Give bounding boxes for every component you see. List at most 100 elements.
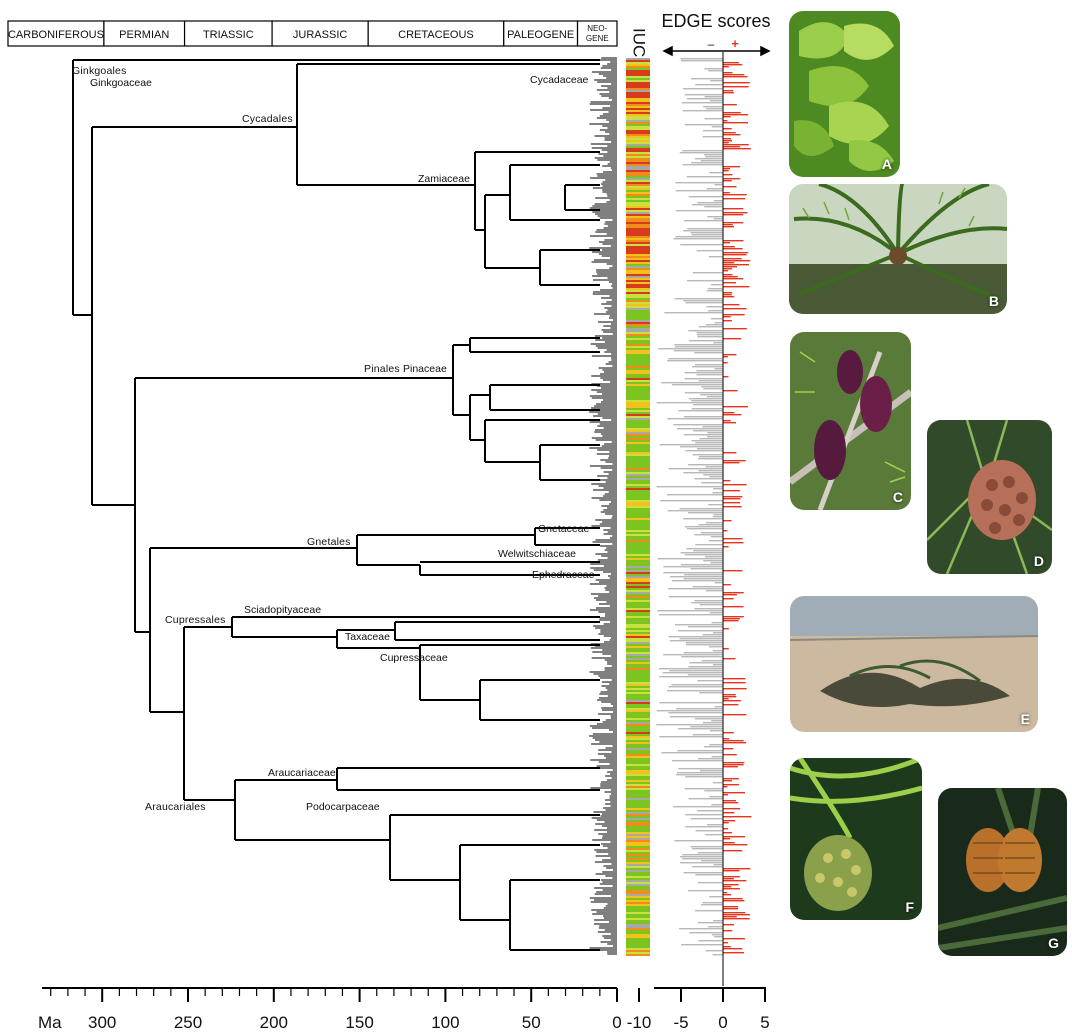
iucn-cell	[626, 460, 650, 462]
edge-bar	[723, 178, 741, 180]
edge-bar	[696, 332, 723, 334]
edge-bar	[675, 236, 723, 238]
iucn-cell	[626, 228, 650, 230]
iucn-cell	[626, 544, 650, 546]
iucn-cell	[626, 170, 650, 172]
label-podocarpaceae: Podocarpaceae	[306, 801, 380, 813]
edge-bar	[723, 606, 744, 608]
iucn-cell	[626, 396, 650, 398]
iucn-cell	[626, 804, 650, 806]
period-label-6-b: GENE	[586, 34, 609, 43]
label-taxaceae: Taxaceae	[345, 631, 390, 643]
iucn-cell	[626, 858, 650, 860]
edge-bar	[723, 258, 742, 260]
edge-bar	[723, 316, 731, 318]
edge-bar	[686, 644, 723, 646]
edge-bar	[723, 64, 743, 66]
edge-bar	[704, 68, 723, 70]
edge-bar	[684, 94, 723, 96]
iucn-cell	[626, 456, 650, 458]
iucn-cell	[626, 510, 650, 512]
iucn-cell	[626, 262, 650, 264]
edge-bar	[723, 484, 747, 486]
label-araucariales: Araucariales	[145, 801, 206, 813]
iucn-cell	[626, 84, 650, 86]
edge-bar	[723, 678, 746, 680]
iucn-cell	[626, 812, 650, 814]
edge-bar	[723, 144, 749, 146]
edge-bar	[698, 470, 723, 472]
edge-bar	[704, 96, 723, 98]
iucn-cell	[626, 78, 650, 80]
iucn-cell	[626, 518, 650, 520]
edge-bar	[704, 556, 723, 558]
iucn-cell	[626, 382, 650, 384]
edge-bar	[723, 598, 734, 600]
iucn-cell	[626, 872, 650, 874]
iucn-cell	[626, 602, 650, 604]
edge-bar	[673, 238, 723, 240]
iucn-cell	[626, 940, 650, 942]
iucn-cell	[626, 636, 650, 638]
edge-bar	[668, 358, 723, 360]
iucn-cell	[626, 260, 650, 262]
iucn-cell	[626, 230, 650, 232]
iucn-cell	[626, 208, 650, 210]
iucn-cell	[626, 640, 650, 642]
time-tick-label: 150	[345, 1013, 373, 1032]
edge-bar	[691, 400, 723, 402]
purple-cones-icon	[790, 332, 911, 510]
iucn-cell	[626, 436, 650, 438]
iucn-cell	[626, 420, 650, 422]
iucn-cell	[626, 186, 650, 188]
iucn-cell	[626, 424, 650, 426]
iucn-cell	[626, 558, 650, 560]
iucn-cell	[626, 826, 650, 828]
edge-bar	[723, 462, 740, 464]
iucn-cell	[626, 560, 650, 562]
edge-bar	[671, 580, 723, 582]
edge-bar	[723, 390, 738, 392]
iucn-cell	[626, 226, 650, 228]
label-ginkgoaceae: Ginkgoaceae	[90, 77, 152, 89]
iucn-cell	[626, 144, 650, 146]
iucn-cell	[626, 724, 650, 726]
edge-bar	[723, 138, 732, 140]
iucn-cell	[626, 288, 650, 290]
iucn-cell	[626, 626, 650, 628]
edge-bar	[705, 950, 723, 952]
iucn-cell	[626, 768, 650, 770]
iucn-cell	[626, 948, 650, 950]
edge-bar	[708, 540, 723, 542]
araucaria-cone-icon	[938, 788, 1067, 956]
iucn-cell	[626, 218, 650, 220]
edge-bar	[698, 456, 723, 458]
iucn-cell	[626, 570, 650, 572]
edge-bar	[683, 434, 723, 436]
edge-bar	[667, 510, 723, 512]
edge-bar	[671, 384, 723, 386]
edge-bar	[710, 536, 723, 538]
label-welwitschiaceae: Welwitschiaceae	[498, 548, 576, 560]
iucn-cell	[626, 818, 650, 820]
iucn-cell	[626, 166, 650, 168]
edge-bar	[723, 406, 748, 408]
iucn-cell	[626, 742, 650, 744]
iucn-cell	[626, 142, 650, 144]
label-cupressaceae: Cupressaceae	[380, 652, 448, 664]
time-tick-label: 250	[174, 1013, 202, 1032]
iucn-cell	[626, 886, 650, 888]
iucn-cell	[626, 148, 650, 150]
edge-bar	[706, 522, 723, 524]
iucn-cell	[626, 588, 650, 590]
edge-bar	[702, 136, 723, 138]
edge-bar	[723, 304, 740, 306]
edge-bar	[723, 800, 736, 802]
iucn-cell	[626, 538, 650, 540]
iucn-cell	[626, 738, 650, 740]
iucn-cell	[626, 776, 650, 778]
iucn-cell	[626, 296, 650, 298]
edge-bar	[723, 916, 737, 918]
iucn-cell	[626, 132, 650, 134]
edge-bar	[723, 120, 728, 122]
